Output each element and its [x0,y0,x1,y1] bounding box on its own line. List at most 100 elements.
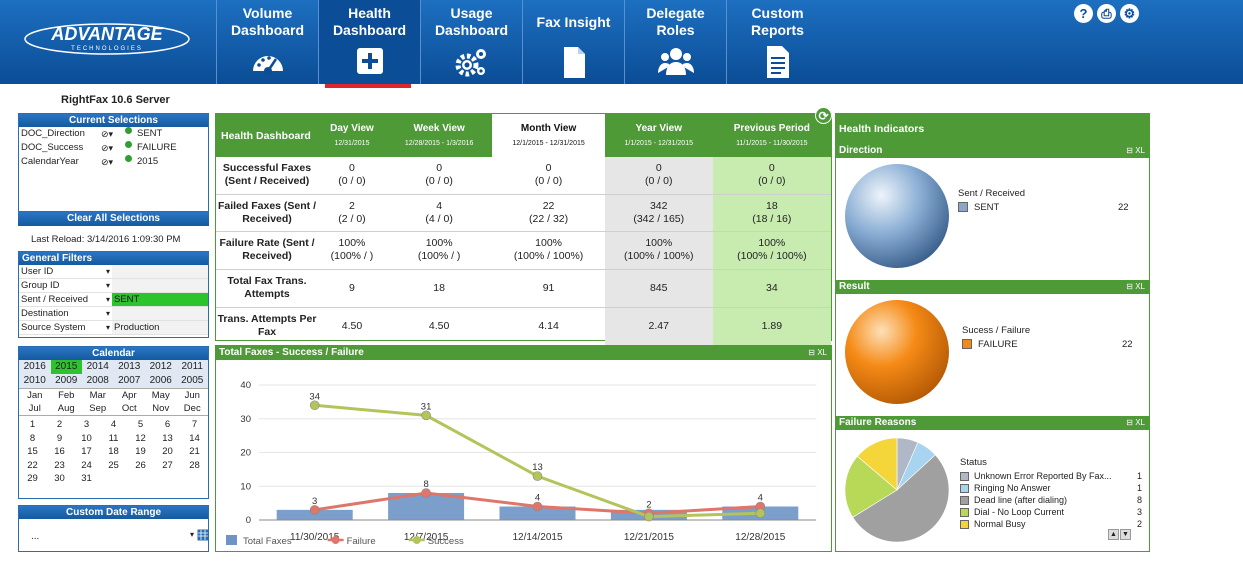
month-cell[interactable]: Sep [89,403,107,414]
month-cell[interactable]: Jun [184,390,200,401]
day-cell[interactable]: 6 [164,419,171,430]
day-cell[interactable]: 24 [81,459,92,471]
day-cell[interactable]: 7 [191,419,198,430]
year-cell[interactable]: 2015 [50,360,82,374]
refresh-icon[interactable]: ⟳ [815,107,832,124]
selection-row[interactable]: DOC_Success ⊘▾ FAILURE [19,141,208,155]
day-cell[interactable]: 3 [83,419,90,430]
year-cell[interactable]: 2008 [86,375,109,386]
day-cell[interactable]: 14 [189,432,200,444]
day-cell[interactable]: 31 [81,473,92,484]
day-cell[interactable]: 16 [54,446,65,457]
day-cell[interactable]: 20 [162,446,173,457]
day-cell[interactable]: 12 [135,432,146,444]
month-cell[interactable]: Jan [27,390,43,401]
year-cell[interactable]: 2006 [149,375,172,386]
nav-usage-dashboard[interactable]: Usage Dashboard [420,0,522,84]
dropdown-arrow-icon[interactable]: ▾ [190,530,195,539]
failure-legend-item[interactable]: Unknown Error Reported By Fax... 1 [960,471,1142,482]
filter-value[interactable]: Production [112,321,208,334]
day-cell[interactable]: 25 [108,459,119,471]
clear-selection-icon[interactable]: ⊘▾ [101,143,114,153]
failure-legend-item[interactable]: Dead line (after dialing) 8 [960,495,1142,506]
month-cell[interactable]: Feb [58,390,75,401]
day-cell[interactable]: 27 [162,459,173,471]
month-cell[interactable]: Nov [152,403,170,414]
filter-row[interactable]: User ID [19,265,208,279]
year-cell[interactable]: 2016 [23,361,46,372]
scroll-down-icon[interactable]: ▼ [1120,529,1131,540]
year-cell[interactable]: 2014 [86,361,109,372]
year-cell[interactable]: 2011 [181,361,203,372]
day-cell[interactable]: 2 [56,419,63,430]
day-cell[interactable]: 10 [81,432,92,444]
year-cell[interactable]: 2013 [118,361,141,372]
filter-row[interactable]: Source SystemProduction [19,321,208,335]
day-cell[interactable]: 23 [54,459,65,471]
view-tab-week-view[interactable]: Week View 12/28/2015 - 1/3/2016 [385,114,493,157]
filter-row[interactable]: Destination [19,307,208,321]
filter-value[interactable] [112,279,208,292]
clear-all-selections-button[interactable]: Clear All Selections [18,212,209,226]
filter-value[interactable] [112,265,208,278]
scroll-up-icon[interactable]: ▲ [1108,529,1119,540]
day-cell[interactable]: 1 [29,419,36,430]
direction-legend-item[interactable]: SENT [958,202,999,213]
filter-value[interactable] [112,307,208,320]
day-cell[interactable]: 21 [189,446,200,457]
year-cell[interactable]: 2007 [118,375,141,386]
view-tab-day-view[interactable]: Day View 12/31/2015 [318,114,386,157]
help-icon[interactable]: ? [1074,4,1093,23]
day-cell[interactable]: 8 [29,432,36,444]
month-cell[interactable]: May [151,390,170,401]
filter-value[interactable]: SENT [112,293,208,306]
result-export-icons[interactable]: ⊟ XL [1126,282,1145,291]
month-cell[interactable]: Dec [183,403,201,414]
filter-row[interactable]: Group ID [19,279,208,293]
day-cell[interactable]: 28 [189,459,200,471]
month-cell[interactable]: Apr [121,390,137,401]
day-cell[interactable]: 22 [27,459,38,471]
calendar-grid-icon[interactable] [197,529,209,541]
custom-date-range-value[interactable]: ... [31,531,40,542]
day-cell[interactable]: 30 [54,473,65,484]
view-tab-month-view[interactable]: Month View 12/1/2015 - 12/31/2015 [492,114,605,157]
day-cell[interactable]: 15 [27,446,38,457]
day-cell[interactable]: 18 [108,446,119,457]
nav-health-dashboard[interactable]: Health Dashboard [318,0,420,84]
settings-gear-icon[interactable]: ⚙ [1120,4,1139,23]
failure-reasons-export-icons[interactable]: ⊟ XL [1126,418,1145,427]
selection-row[interactable]: DOC_Direction ⊘▾ SENT [19,127,208,141]
month-cell[interactable]: Aug [57,403,75,414]
day-cell[interactable]: 17 [81,446,92,457]
selection-row[interactable]: CalendarYear ⊘▾ 2015 [19,155,208,169]
month-cell[interactable]: Mar [89,390,106,401]
day-cell[interactable]: 13 [162,432,173,444]
month-cell[interactable]: Oct [121,403,137,414]
day-cell[interactable]: 9 [56,432,63,444]
view-tab-previous-period[interactable]: Previous Period 11/1/2015 - 11/30/2015 [712,114,831,157]
failure-legend-item[interactable]: Dial - No Loop Current 3 [960,507,1142,518]
day-cell[interactable]: 5 [137,419,144,430]
day-cell[interactable]: 19 [135,446,146,457]
year-cell[interactable]: 2005 [181,375,204,386]
year-cell[interactable]: 2012 [149,361,172,372]
result-legend-item[interactable]: FAILURE [962,339,1018,350]
failure-legend-item[interactable]: Ringing No Answer 1 [960,483,1142,494]
clear-selection-icon[interactable]: ⊘▾ [101,129,114,139]
clear-selection-icon[interactable]: ⊘▾ [101,157,114,167]
year-cell[interactable]: 2010 [23,375,46,386]
direction-export-icons[interactable]: ⊟ XL [1126,146,1145,155]
failure-legend-item[interactable]: Normal Busy 2 [960,519,1142,530]
view-tab-year-view[interactable]: Year View 1/1/2015 - 12/31/2015 [604,114,713,157]
day-cell[interactable]: 4 [110,419,117,430]
chart-export-icons[interactable]: ⊟ XL [808,348,827,357]
nav-delegate-roles[interactable]: Delegate Roles [624,0,726,84]
day-cell[interactable]: 11 [108,432,119,444]
nav-custom-reports[interactable]: Custom Reports [726,0,828,84]
month-cell[interactable]: Jul [28,403,41,414]
print-icon[interactable]: ⎙ [1097,4,1116,23]
day-cell[interactable]: 26 [135,459,146,471]
nav-fax-insight[interactable]: Fax Insight [522,0,624,84]
